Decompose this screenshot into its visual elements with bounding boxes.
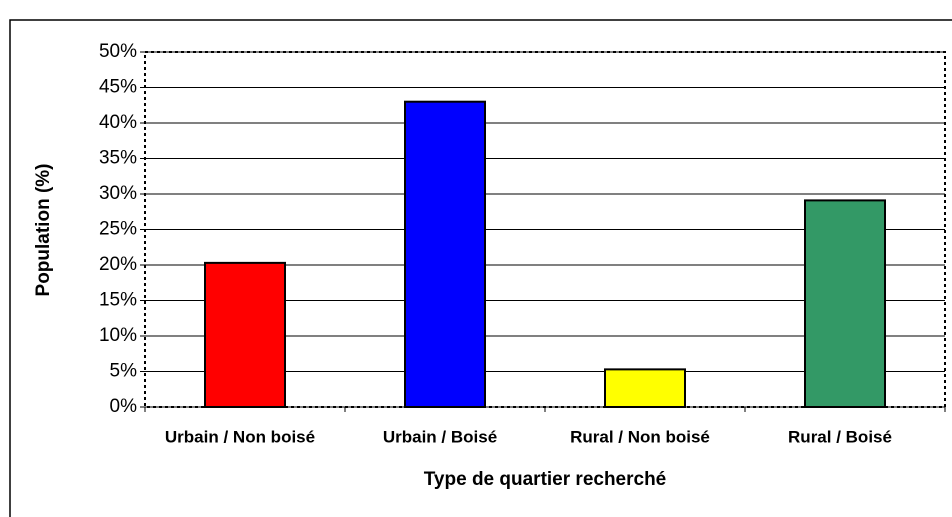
y-tick-label: 40%	[99, 112, 137, 133]
x-tick-label: Rural / Non boisé	[570, 427, 710, 446]
y-tick-label: 30%	[99, 183, 137, 204]
x-tick-label: Rural / Boisé	[788, 427, 892, 446]
y-tick-label: 0%	[110, 396, 138, 417]
y-tick-label: 15%	[99, 290, 137, 311]
bar	[204, 261, 286, 408]
bar	[604, 368, 686, 408]
x-tick-label: Urbain / Boisé	[383, 427, 497, 446]
y-tick-label: 5%	[110, 361, 138, 382]
y-tick-label: 45%	[99, 77, 137, 98]
bar	[404, 100, 486, 408]
y-tick-label: 25%	[99, 219, 137, 240]
bar	[804, 199, 886, 408]
x-tick-label: Urbain / Non boisé	[165, 427, 315, 446]
y-tick-label: 20%	[99, 254, 137, 275]
y-tick-label: 35%	[99, 148, 137, 169]
y-axis-title: Population (%)	[33, 164, 54, 297]
x-axis-title: Type de quartier recherché	[424, 469, 667, 490]
y-tick-label: 50%	[99, 41, 137, 62]
y-tick-label: 10%	[99, 325, 137, 346]
chart-frame	[9, 19, 952, 517]
